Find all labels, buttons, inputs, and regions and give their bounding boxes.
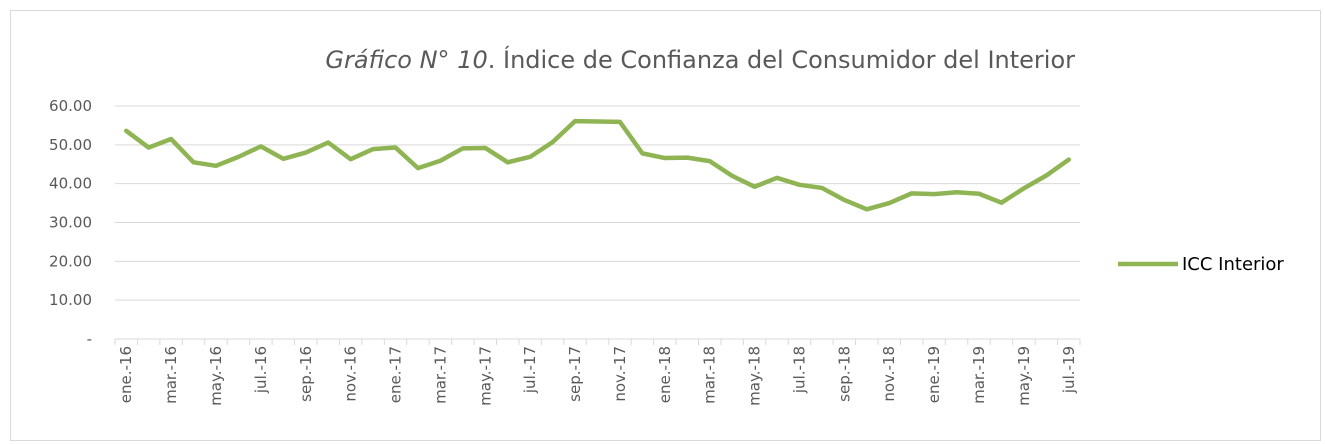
series-line <box>123 118 1072 212</box>
x-tick-label: may.-19 <box>1015 346 1033 406</box>
x-tick-label: may.-17 <box>476 346 494 406</box>
x-tick-label: may.-16 <box>207 346 225 406</box>
y-tick-label: 60.00 <box>49 97 92 115</box>
x-tick-label: may.-18 <box>746 346 764 406</box>
title-label: Gráfico N° 10 <box>325 46 487 74</box>
x-tick-label: nov.-16 <box>342 346 360 402</box>
y-tick-label: - <box>87 330 92 348</box>
x-tick-label: ene.-17 <box>387 346 405 403</box>
x-tick-label: ene.-18 <box>656 346 674 403</box>
x-tick-label: jul.-19 <box>1060 346 1078 394</box>
x-tick-label: sep.-17 <box>566 346 584 402</box>
legend-label: ICC Interior <box>1182 254 1284 275</box>
y-tick-label: 10.00 <box>49 291 92 309</box>
x-tick-label: jul.-17 <box>521 346 539 394</box>
x-tick-label: nov.-17 <box>611 346 629 402</box>
chart-title: Gráfico N° 10. Índice de Confianza del C… <box>325 45 1075 74</box>
x-tick-label: mar.-19 <box>970 346 988 404</box>
x-tick-label: sep.-18 <box>835 346 853 402</box>
title-text: . Índice de Confianza del Consumidor del… <box>488 45 1075 74</box>
y-tick-label: 20.00 <box>49 252 92 270</box>
x-tick-label: mar.-16 <box>162 346 180 404</box>
x-tick-label: nov.-18 <box>880 346 898 402</box>
y-tick-label: 30.00 <box>49 214 92 232</box>
x-tick-label: sep.-16 <box>297 346 315 402</box>
y-tick-label: 50.00 <box>49 136 92 154</box>
x-tick-label: jul.-16 <box>252 346 270 394</box>
x-tick-label: ene.-19 <box>925 346 943 403</box>
x-tick-label: jul.-18 <box>790 346 808 394</box>
x-tick-label: ene.-16 <box>117 346 135 403</box>
chart-border <box>10 10 1321 441</box>
y-tick-label: 40.00 <box>49 175 92 193</box>
x-tick-label: mar.-18 <box>701 346 719 404</box>
x-tick-label: mar.-17 <box>431 346 449 404</box>
